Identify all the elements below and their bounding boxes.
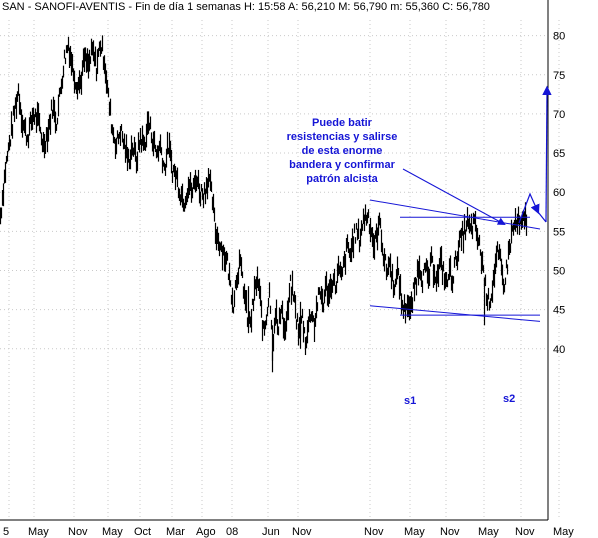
- y-tick-label: 55: [553, 226, 565, 238]
- x-tick-label: Nov: [364, 526, 384, 538]
- annotation-text-line: patrón alcista: [306, 173, 378, 185]
- period: Fin de día 1 semanas: [135, 1, 241, 13]
- x-tick-label: 08: [226, 526, 238, 538]
- x-tick-label: Nov: [440, 526, 460, 538]
- y-tick-label: 65: [553, 148, 565, 160]
- y-tick-label: 60: [553, 187, 565, 199]
- symbol: SAN: [2, 1, 25, 13]
- x-tick-label: Mar: [166, 526, 185, 538]
- projection-arrow-1: [518, 192, 540, 224]
- trend-lines: [369, 199, 541, 322]
- h-label: H:: [243, 1, 255, 13]
- x-tick-label: Nov: [68, 526, 88, 538]
- y-tick-label: 50: [553, 266, 565, 278]
- x-tick-label: Oct: [134, 526, 151, 538]
- price-series: [0, 35, 528, 373]
- max-label: M:: [338, 1, 351, 13]
- projection-segment: [537, 211, 547, 223]
- support-lower-line: [369, 305, 541, 322]
- x-tick-label: May: [28, 526, 49, 538]
- grid: [0, 20, 560, 520]
- x-tick-label: May: [553, 526, 574, 538]
- annotation-text-line: resistencias y salirse: [287, 131, 398, 143]
- separator: -: [27, 1, 32, 13]
- y-tick-label: 70: [553, 109, 565, 121]
- x-tick-label: Nov: [292, 526, 312, 538]
- h-value: 15:58: [258, 1, 286, 13]
- separator: -: [128, 1, 133, 13]
- x-tick-label: 5: [3, 526, 9, 538]
- x-tick-label: May: [102, 526, 123, 538]
- c-label: C:: [442, 1, 454, 13]
- x-axis: 5 May Nov May Oct Mar Ago 08 Jun Nov Nov May Nov May N…: [0, 519, 574, 538]
- c-value: 56,780: [456, 1, 490, 13]
- min-label: m:: [390, 1, 403, 13]
- a-label: A:: [288, 1, 299, 13]
- x-tick-label: May: [478, 526, 499, 538]
- annotation-text-line: bandera y confirmar: [289, 159, 395, 171]
- y-tick-label: 80: [553, 31, 565, 43]
- projection-arrow-2: [542, 85, 552, 223]
- x-tick-label: Nov: [515, 526, 535, 538]
- max-value: 56,790: [353, 1, 388, 13]
- support-label-s1: s1: [404, 395, 416, 407]
- y-tick-label: 40: [553, 344, 565, 356]
- annotation-arrow: [402, 168, 506, 225]
- y-axis: 80 75 70 65 60 55 50 45 40: [547, 0, 565, 520]
- annotations: s1 s2 Puede batir resistencias y salirse de …: [287, 85, 552, 407]
- x-tick-label: Jun: [262, 526, 280, 538]
- x-tick-label: May: [404, 526, 425, 538]
- y-tick-label: 75: [553, 70, 565, 82]
- support-label-s2: s2: [503, 393, 515, 405]
- resistance-upper-line: [369, 199, 541, 230]
- company-name: SANOFI-AVENTIS: [34, 1, 126, 13]
- min-value: 55,360: [405, 1, 440, 13]
- x-tick-label: Ago: [196, 526, 216, 538]
- y-tick-label: 45: [553, 305, 565, 317]
- chart-header: SAN - SANOFI-AVENTIS - Fin de día 1 sema…: [2, 1, 490, 13]
- a-value: 56,210: [301, 1, 336, 13]
- annotation-text-line: Puede batir: [312, 117, 373, 129]
- annotation-text-line: de esta enorme: [302, 145, 383, 157]
